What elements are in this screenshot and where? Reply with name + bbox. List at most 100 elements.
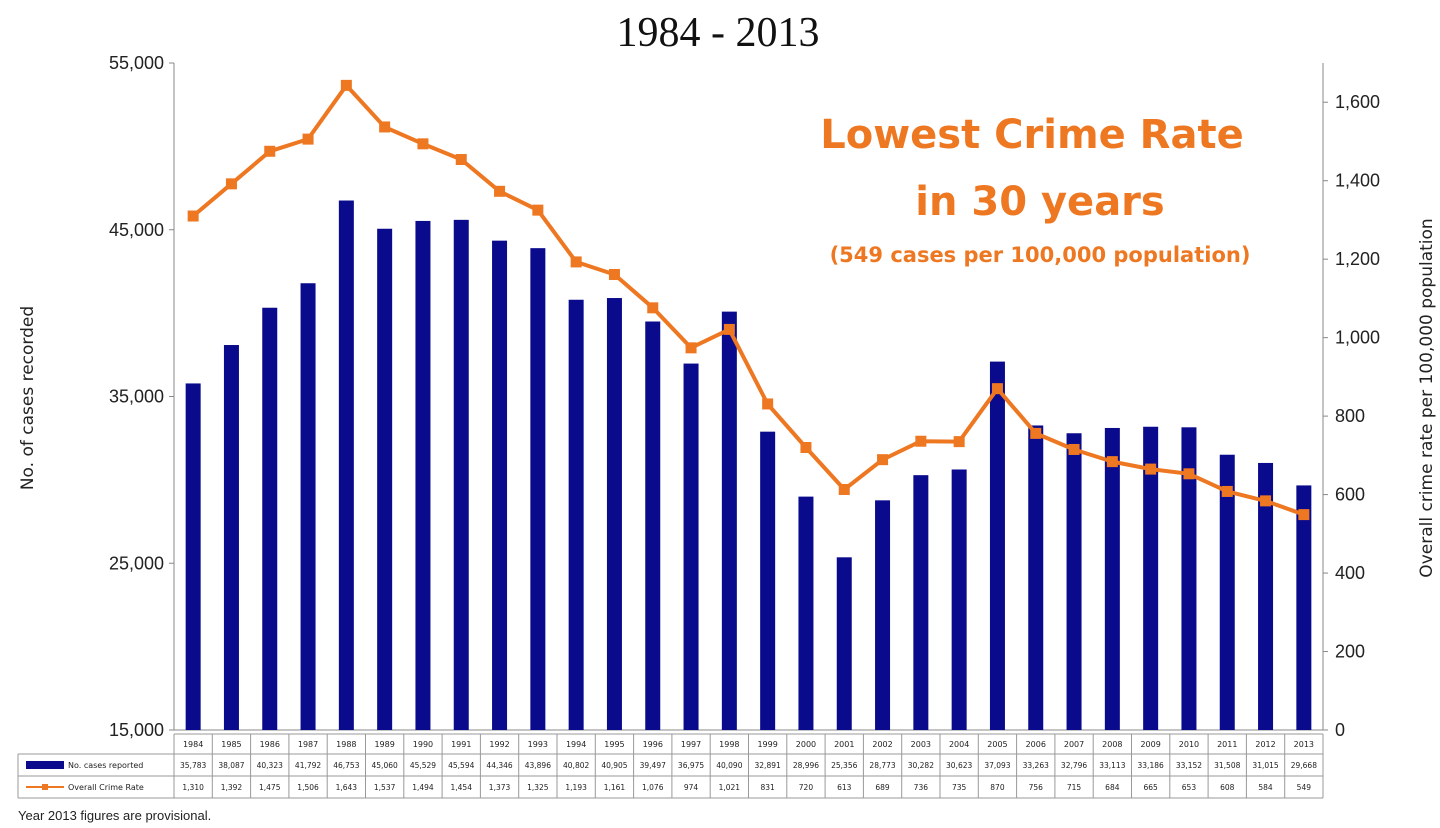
crime-rate-point-2006 [1030, 427, 1042, 439]
table-cases-1991: 45,594 [448, 761, 474, 770]
crime-rate-point-1985 [225, 178, 237, 190]
right-tick-label: 1,000 [1335, 328, 1380, 348]
crime-rate-point-1994 [570, 256, 582, 268]
crime-rate-point-2010 [1183, 468, 1195, 480]
table-year-1989: 1989 [374, 740, 394, 749]
table-year-2008: 2008 [1102, 740, 1122, 749]
table-cases-2009: 33,186 [1138, 761, 1164, 770]
table-year-2000: 2000 [796, 740, 816, 749]
table-cases-2013: 29,668 [1291, 761, 1317, 770]
table-cases-1995: 40,905 [601, 761, 627, 770]
table-cases-2005: 37,093 [984, 761, 1010, 770]
table-rate-1984: 1,310 [182, 783, 204, 792]
bar-2012 [1258, 462, 1274, 730]
bar-1998 [721, 311, 737, 730]
table-rate-2002: 689 [875, 783, 890, 792]
bar-1999 [760, 431, 776, 730]
table-year-1991: 1991 [451, 740, 471, 749]
table-rate-2011: 608 [1220, 783, 1235, 792]
bar-1985 [223, 345, 239, 730]
table-year-1985: 1985 [221, 740, 241, 749]
bar-1984 [185, 383, 201, 730]
right-tick-label: 600 [1335, 485, 1365, 505]
table-year-2004: 2004 [949, 740, 969, 749]
right-tick-label: 1,400 [1335, 171, 1380, 191]
footnote: Year 2013 figures are provisional. [18, 808, 211, 823]
table-cases-1997: 36,975 [678, 761, 704, 770]
bar-2013 [1296, 485, 1312, 730]
crime-rate-point-1992 [494, 185, 506, 197]
bar-2011 [1219, 454, 1235, 730]
bar-1993 [530, 248, 546, 731]
table-cases-1993: 43,896 [525, 761, 551, 770]
bar-1991 [453, 219, 469, 731]
table-cases-1984: 35,783 [180, 761, 206, 770]
table-year-1999: 1999 [757, 740, 777, 749]
table-year-2003: 2003 [911, 740, 931, 749]
crime-rate-point-2007 [1068, 443, 1080, 455]
left-tick-label: 25,000 [109, 553, 164, 573]
crime-rate-point-1999 [762, 398, 774, 410]
bar-1987 [300, 283, 316, 730]
crime-rate-point-2012 [1260, 495, 1272, 507]
table-cases-2006: 33,263 [1023, 761, 1049, 770]
plot-area: 15,000 25,000 35,000 45,000 55,000 0 200 400 600… [109, 53, 1380, 740]
headline-line2: in 30 years [915, 179, 1164, 225]
table-rate-2009: 665 [1143, 783, 1158, 792]
bar-2000 [798, 496, 814, 730]
table-rate-2000: 720 [799, 783, 814, 792]
table-rate-2004: 735 [952, 783, 967, 792]
right-tick-label: 800 [1335, 406, 1365, 426]
table-rate-2013: 549 [1297, 783, 1312, 792]
left-tick-label: 15,000 [109, 720, 164, 740]
right-tick-label: 0 [1335, 720, 1345, 740]
crime-rate-point-2013 [1298, 509, 1310, 521]
table-rate-2003: 736 [914, 783, 929, 792]
table-cases-2008: 33,113 [1099, 761, 1125, 770]
table-year-2007: 2007 [1064, 740, 1084, 749]
crime-rate-point-2002 [877, 454, 889, 466]
headline-line1: Lowest Crime Rate [820, 112, 1243, 158]
table-rate-1990: 1,494 [412, 783, 434, 792]
crime-rate-point-1989 [379, 121, 391, 133]
right-axis-title: Overall crime rate per 100,000 populatio… [1417, 218, 1437, 577]
crime-rate-point-2005 [991, 383, 1003, 395]
legend-line-marker [42, 784, 48, 790]
table-year-2012: 2012 [1255, 740, 1275, 749]
table-year-2013: 2013 [1294, 740, 1314, 749]
table-rate-1997: 974 [684, 783, 699, 792]
table-rate-1998: 1,021 [719, 783, 741, 792]
crime-rate-line [191, 83, 1305, 517]
table-cases-2012: 31,015 [1252, 761, 1278, 770]
left-tick-label: 55,000 [109, 53, 164, 73]
bar-1996 [645, 321, 661, 730]
bar-2010 [1181, 427, 1197, 730]
table-year-1998: 1998 [719, 740, 739, 749]
table-rate-2012: 584 [1258, 783, 1273, 792]
table-cases-1994: 40,802 [563, 761, 589, 770]
table-rate-1995: 1,161 [604, 783, 626, 792]
table-cases-1998: 40,090 [716, 761, 742, 770]
crime-rate-point-2004 [953, 436, 965, 448]
crime-rate-point-1997 [685, 342, 697, 354]
table-cases-1988: 46,753 [333, 761, 359, 770]
right-tick-label: 1,600 [1335, 92, 1380, 112]
bar-2007 [1066, 433, 1082, 730]
left-tick-label: 45,000 [109, 220, 164, 240]
table-year-1994: 1994 [566, 740, 586, 749]
table-rate-1991: 1,454 [451, 783, 473, 792]
bar-2002 [875, 500, 891, 730]
bar-1992 [492, 240, 508, 730]
table-rate-1996: 1,076 [642, 783, 664, 792]
table-rate-2005: 870 [990, 783, 1005, 792]
table-year-2010: 2010 [1179, 740, 1199, 749]
bar-1986 [262, 307, 278, 730]
table-cases-2002: 28,773 [869, 761, 895, 770]
table-rate-1994: 1,193 [565, 783, 587, 792]
crime-rate-point-1995 [608, 268, 620, 280]
table-year-2009: 2009 [1140, 740, 1160, 749]
bar-2003 [913, 475, 929, 730]
table-year-1987: 1987 [298, 740, 318, 749]
table-rate-1989: 1,537 [374, 783, 396, 792]
